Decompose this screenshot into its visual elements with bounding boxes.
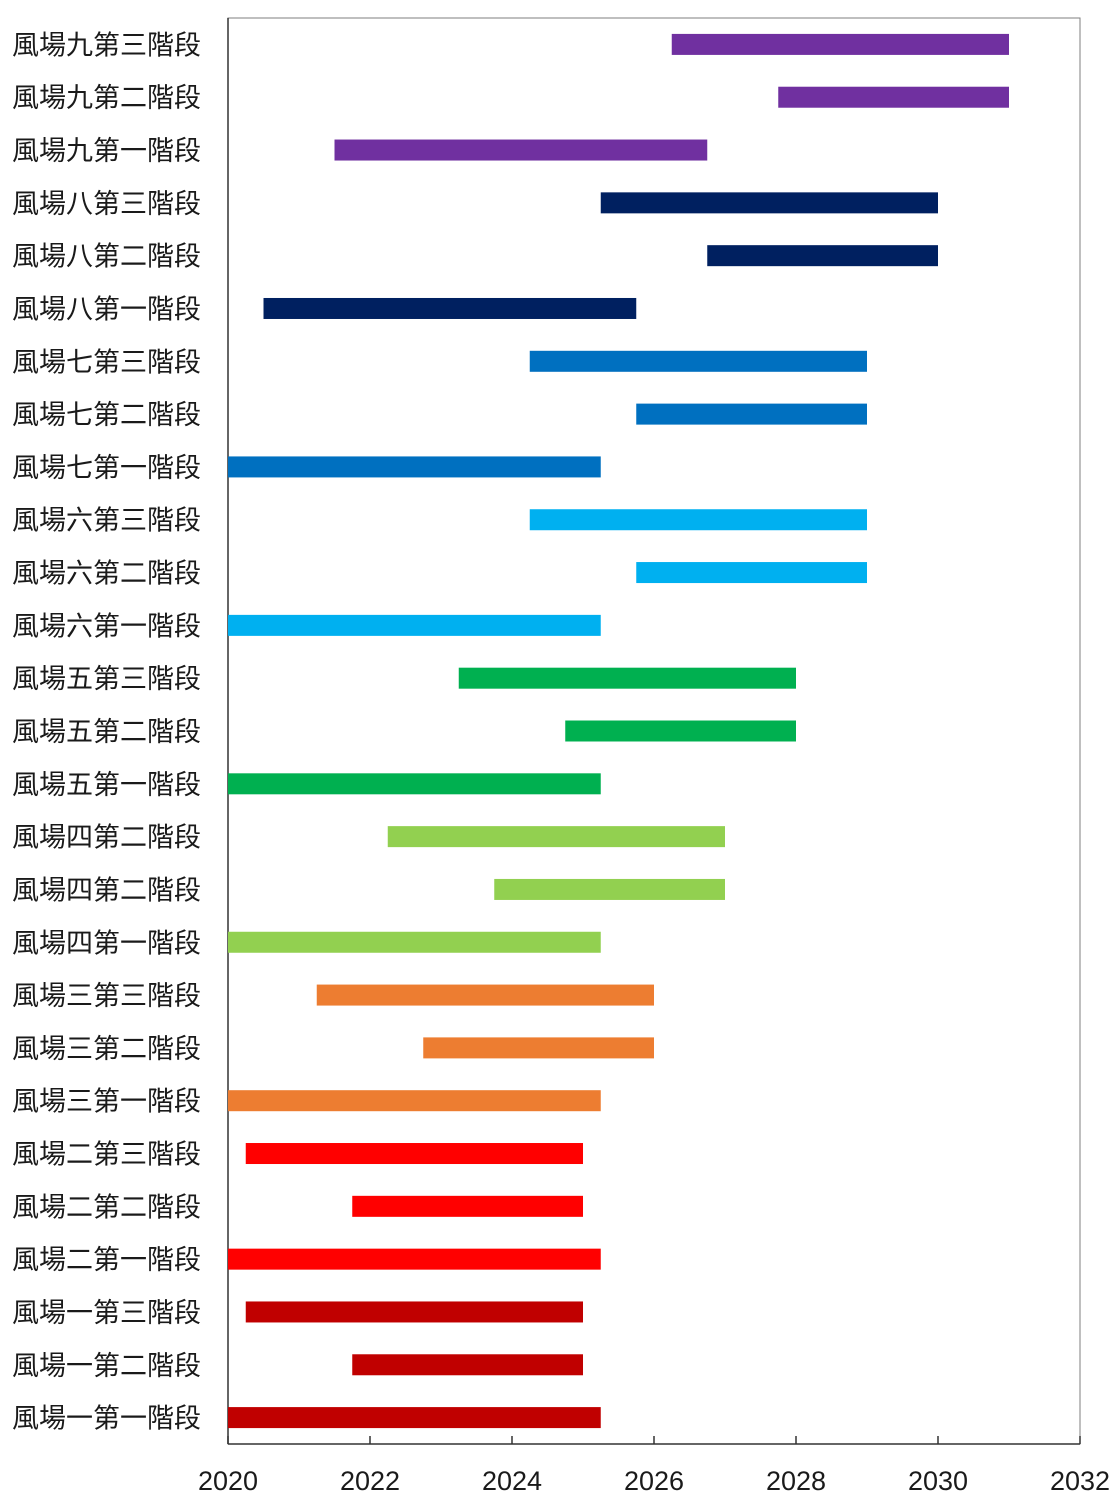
- x-tick-label: 2030: [908, 1466, 968, 1496]
- bar: [529, 509, 867, 531]
- bar: [245, 1301, 583, 1323]
- category-label: 風場四第一階段: [12, 928, 201, 959]
- y-axis-labels: 風場九第三階段風場九第二階段風場九第一階段風場八第三階段風場八第二階段風場八第一…: [12, 30, 201, 1434]
- bar: [565, 720, 796, 742]
- bar: [778, 86, 1009, 108]
- x-tick-label: 2026: [624, 1466, 684, 1496]
- category-label: 風場四第二階段: [12, 875, 201, 906]
- bar: [352, 1195, 583, 1217]
- category-label: 風場八第三階段: [12, 189, 201, 220]
- category-label: 風場六第二階段: [12, 559, 201, 590]
- bar: [423, 1037, 654, 1059]
- bar: [316, 984, 654, 1006]
- bar: [494, 878, 725, 900]
- bar: [636, 403, 867, 425]
- category-label: 風場一第三階段: [12, 1298, 201, 1329]
- category-label: 風場三第二階段: [12, 1034, 201, 1065]
- x-tick-label: 2024: [482, 1466, 542, 1496]
- bar: [228, 1248, 601, 1270]
- bar: [352, 1354, 583, 1376]
- category-label: 風場九第三階段: [12, 30, 201, 61]
- bar: [334, 139, 708, 161]
- bar-series: [228, 33, 1009, 1429]
- category-label: 風場四第二階段: [12, 823, 201, 854]
- bar: [228, 1407, 601, 1429]
- bar: [263, 297, 637, 319]
- category-label: 風場二第二階段: [12, 1192, 201, 1223]
- bar: [671, 33, 1009, 55]
- category-label: 風場二第一階段: [12, 1245, 201, 1276]
- category-label: 風場三第三階段: [12, 981, 201, 1012]
- category-label: 風場一第二階段: [12, 1351, 201, 1382]
- category-label: 風場六第一階段: [12, 611, 201, 642]
- bar: [228, 614, 601, 636]
- x-tick-label: 2028: [766, 1466, 826, 1496]
- x-tick-label: 2022: [340, 1466, 400, 1496]
- bar: [228, 456, 601, 478]
- category-label: 風場九第二階段: [12, 83, 201, 114]
- category-label: 風場九第一階段: [12, 136, 201, 167]
- category-label: 風場五第一階段: [12, 770, 201, 801]
- category-label: 風場七第一階段: [12, 453, 201, 484]
- category-label: 風場七第二階段: [12, 400, 201, 431]
- x-tick-label: 2020: [198, 1466, 258, 1496]
- category-label: 風場六第三階段: [12, 506, 201, 537]
- category-label: 風場七第三階段: [12, 347, 201, 378]
- bar: [228, 773, 601, 795]
- category-label: 風場五第二階段: [12, 717, 201, 748]
- bar: [707, 245, 938, 267]
- bar: [387, 826, 725, 848]
- x-axis: 2020 2022 2024 2026 2028 2030 2032: [198, 1436, 1110, 1496]
- bar: [228, 931, 601, 953]
- bar: [600, 192, 938, 214]
- bar: [636, 562, 867, 584]
- bar: [228, 1090, 601, 1112]
- category-label: 風場八第一階段: [12, 294, 201, 325]
- category-label: 風場一第一階段: [12, 1404, 201, 1435]
- bar: [529, 350, 867, 372]
- category-label: 風場八第二階段: [12, 242, 201, 273]
- category-label: 風場三第一階段: [12, 1087, 201, 1118]
- category-label: 風場二第三階段: [12, 1140, 201, 1171]
- bar: [458, 667, 796, 689]
- category-label: 風場五第三階段: [12, 664, 201, 695]
- x-tick-label: 2032: [1050, 1466, 1110, 1496]
- bar: [245, 1143, 583, 1165]
